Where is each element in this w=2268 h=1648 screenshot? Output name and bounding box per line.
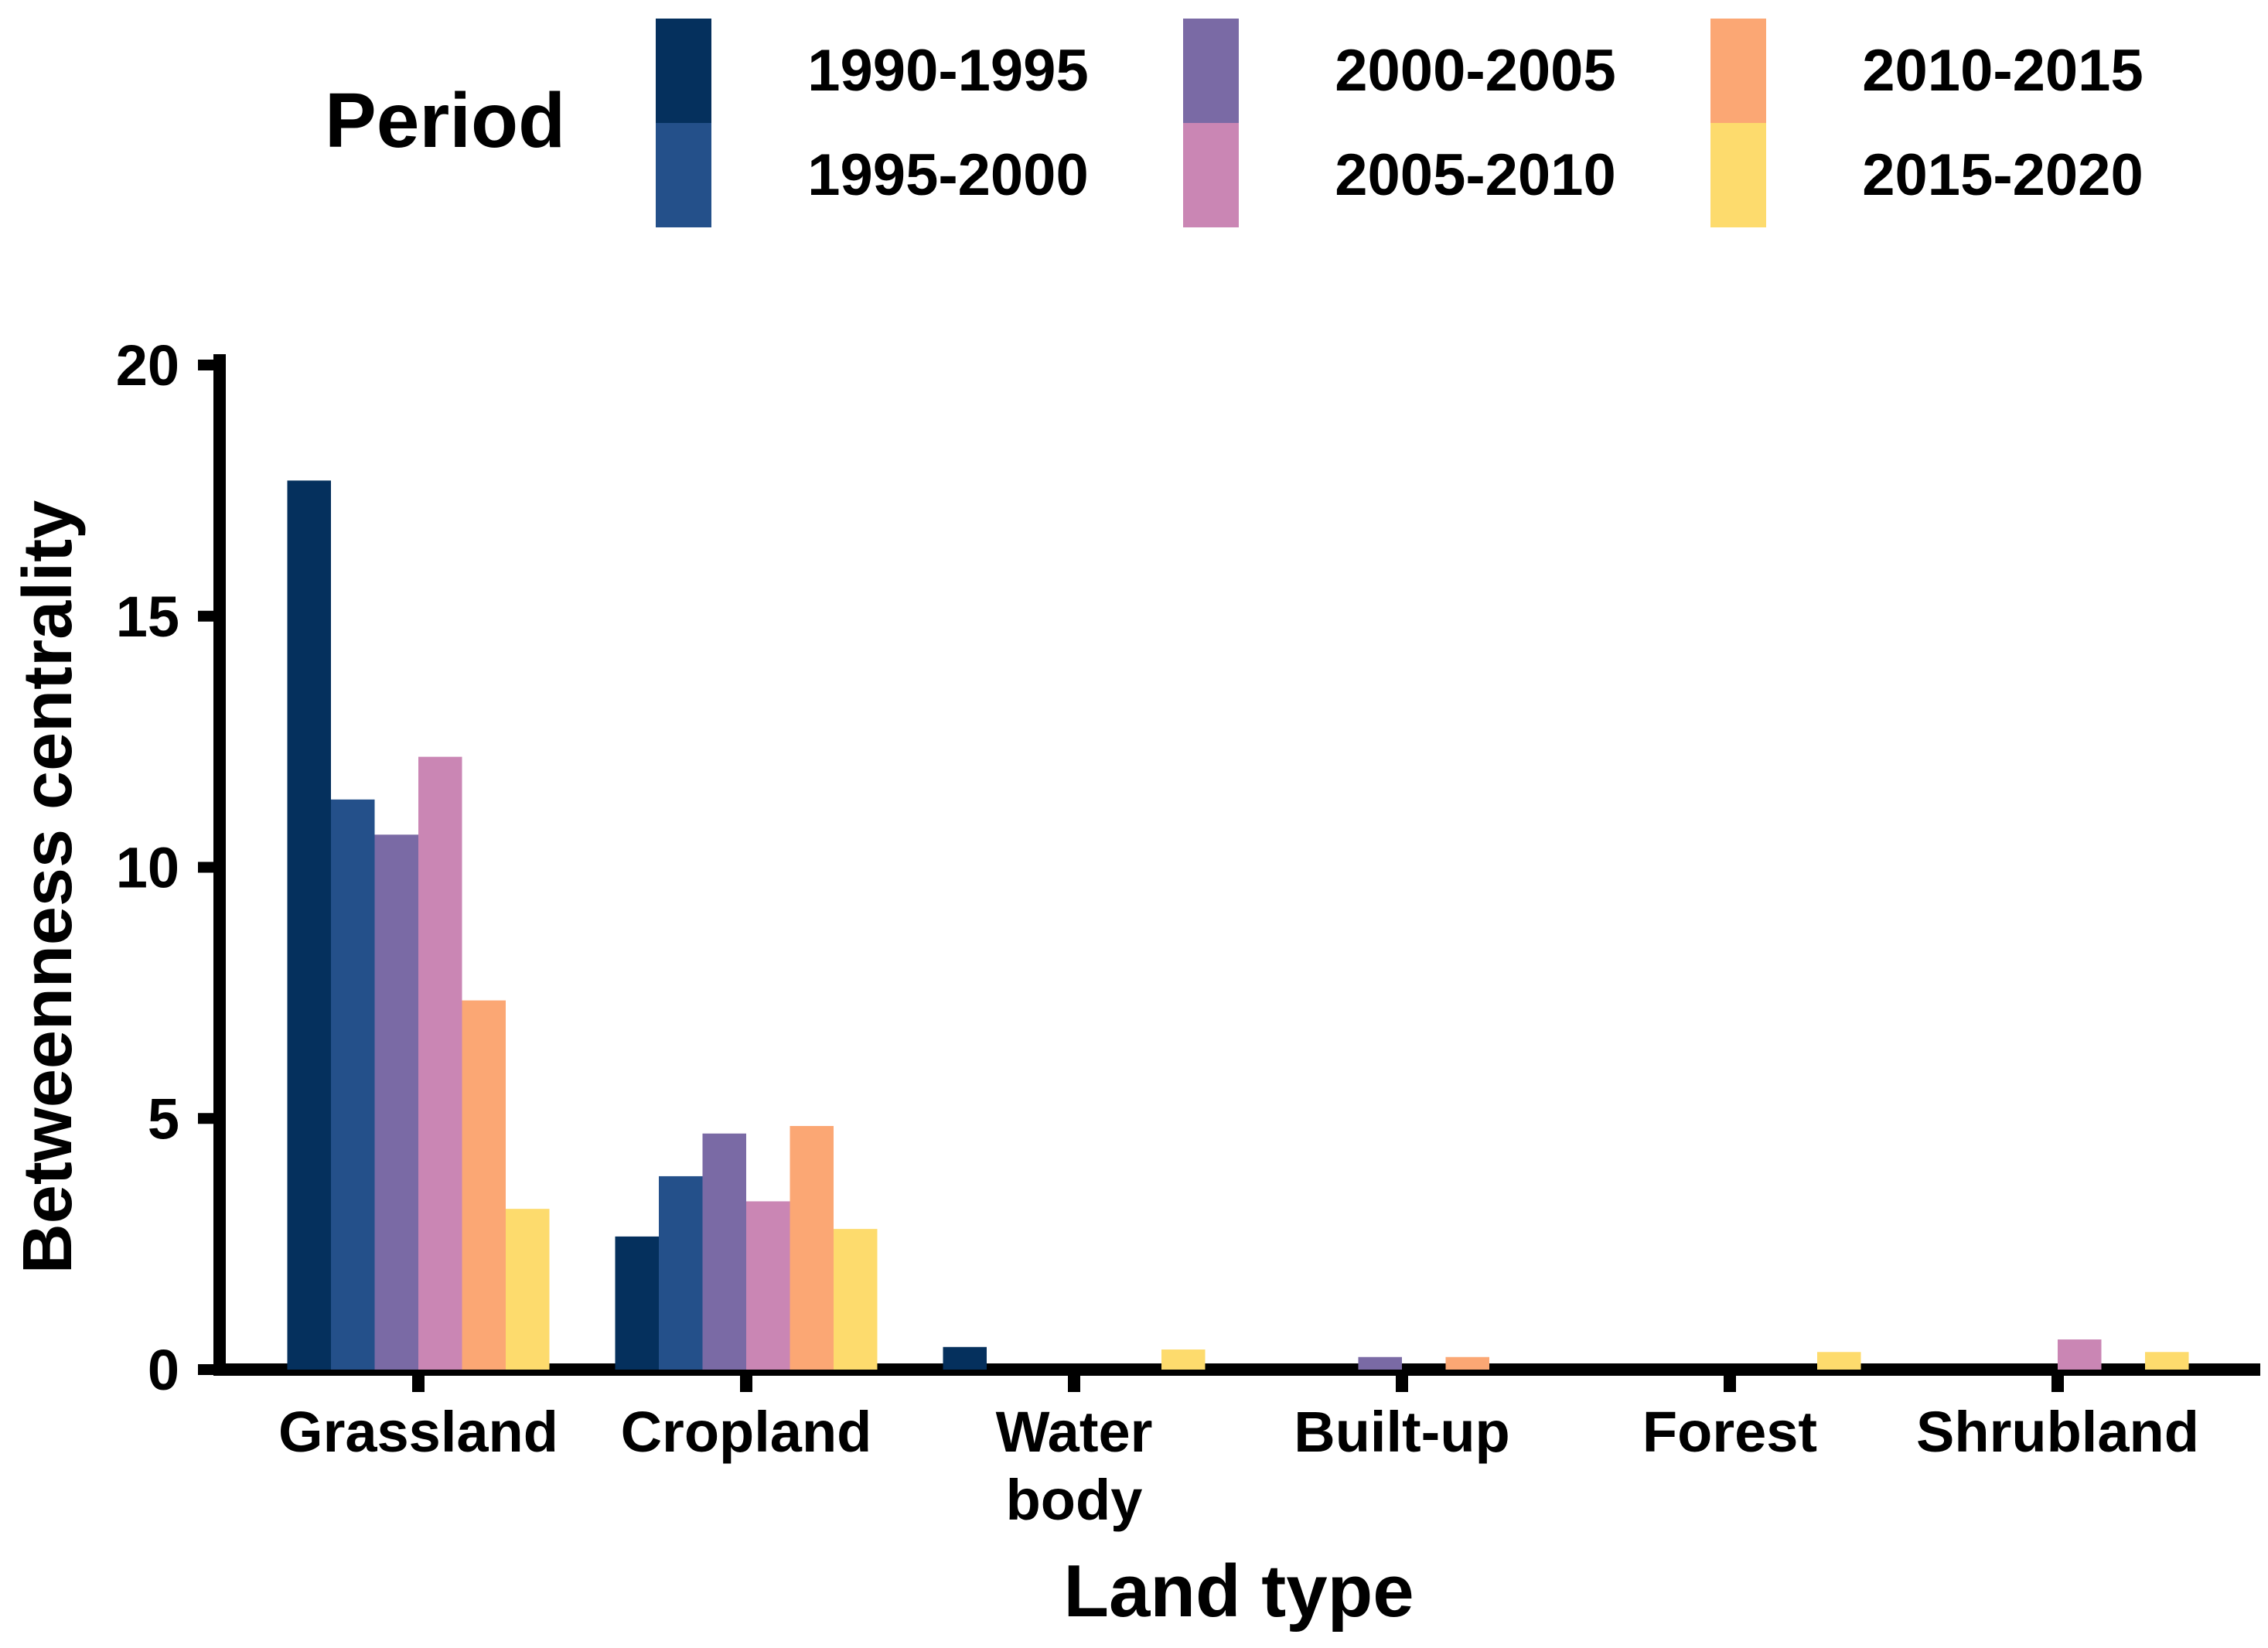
bar-built-up-2000-2005 xyxy=(1358,1356,1402,1370)
y-tick-label-15: 15 xyxy=(116,585,179,649)
legend-title: Period xyxy=(325,77,565,164)
bar-cropland-2010-2015 xyxy=(790,1125,834,1370)
legend-swatch-2005-2010 xyxy=(1183,123,1239,227)
bar-built-up-2010-2015 xyxy=(1445,1356,1489,1370)
bar-shrubland-2015-2020 xyxy=(2145,1352,2189,1370)
y-tick-label-20: 20 xyxy=(116,333,179,397)
x-ticks: Grassland Cropland Water body Built-up Forest… xyxy=(278,1376,2199,1532)
bar-cropland-2015-2020 xyxy=(834,1229,878,1370)
legend-label-2005-2010: 2005-2010 xyxy=(1335,142,1615,208)
x-tick-label-built-up: Built-up xyxy=(1294,1400,1509,1464)
bar-cropland-2000-2005 xyxy=(702,1133,746,1370)
legend-label-2015-2020: 2015-2020 xyxy=(1862,142,2143,208)
bar-grassland-2005-2010 xyxy=(418,756,462,1370)
bar-cropland-1990-1995 xyxy=(615,1236,659,1370)
bar-grassland-2015-2020 xyxy=(506,1209,550,1370)
x-tick-label-grassland: Grassland xyxy=(278,1400,558,1464)
bar-cropland-2005-2010 xyxy=(746,1201,790,1370)
legend-swatch-1990-1995 xyxy=(656,19,711,123)
bar-grassland-2010-2015 xyxy=(462,1000,506,1370)
legend-label-1990-1995: 1990-1995 xyxy=(807,38,1088,104)
legend-label-2010-2015: 2010-2015 xyxy=(1862,38,2143,104)
legend: Period 1990-1995 1995-2000 2000-2005 2005-2… xyxy=(325,19,2144,227)
bar-grassland-1995-2000 xyxy=(331,799,375,1370)
y-ticks: 0 5 10 15 20 xyxy=(116,333,220,1402)
bar-shrubland-2005-2010 xyxy=(2058,1339,2102,1370)
x-tick-label-cropland: Cropland xyxy=(621,1400,872,1464)
bar-forest-2015-2020 xyxy=(1817,1352,1861,1370)
legend-swatch-1995-2000 xyxy=(656,123,711,227)
legend-swatch-2015-2020 xyxy=(1710,123,1766,227)
legend-swatch-2000-2005 xyxy=(1183,19,1239,123)
legend-label-1995-2000: 1995-2000 xyxy=(807,142,1088,208)
x-tick-label-shrubland: Shrubland xyxy=(1916,1400,2199,1464)
x-axis-label: Land type xyxy=(1063,1550,1414,1633)
bar-water-body-2015-2020 xyxy=(1161,1349,1206,1370)
x-tick-label-forest: Forest xyxy=(1642,1400,1817,1464)
bar-cropland-1995-2000 xyxy=(659,1175,703,1370)
bar-grassland-2000-2005 xyxy=(374,834,418,1370)
y-tick-label-10: 10 xyxy=(116,836,179,900)
bars xyxy=(287,480,2189,1370)
bar-grassland-1990-1995 xyxy=(287,480,331,1370)
y-axis-label: Betweenness centrality xyxy=(9,500,87,1274)
bar-water-body-1990-1995 xyxy=(943,1346,987,1370)
legend-label-2000-2005: 2000-2005 xyxy=(1335,38,1615,104)
x-tick-label-water-body: Water body xyxy=(996,1400,1153,1532)
y-tick-label-0: 0 xyxy=(148,1338,179,1402)
legend-swatch-2010-2015 xyxy=(1710,19,1766,123)
y-tick-label-5: 5 xyxy=(148,1087,179,1151)
